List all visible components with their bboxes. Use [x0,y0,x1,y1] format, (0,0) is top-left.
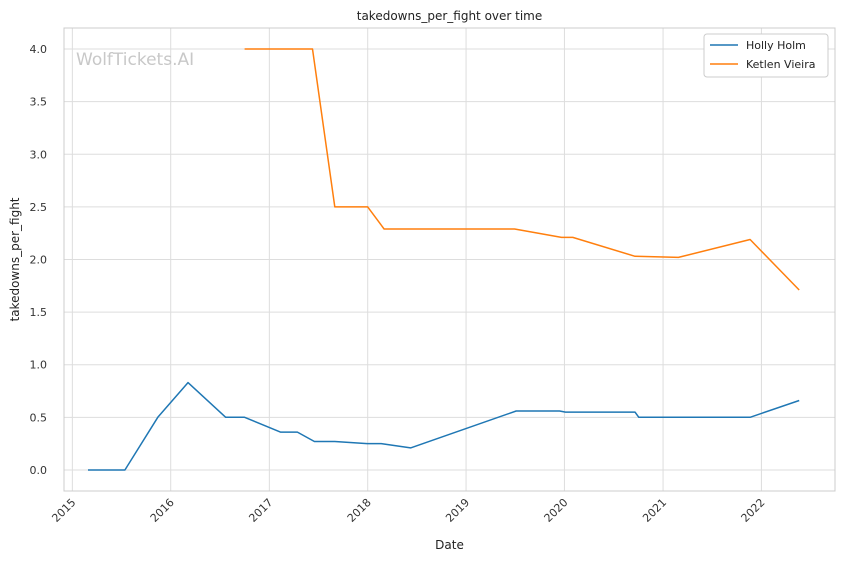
y-tick-label: 1.5 [30,306,48,319]
y-tick-label: 2.5 [30,201,48,214]
legend-label-holly-holm: Holly Holm [746,39,806,52]
legend-label-ketlen-vieira: Ketlen Vieira [746,58,815,71]
chart-title: takedowns_per_fight over time [357,9,543,23]
y-axis-label: takedowns_per_fight [8,197,22,321]
x-axis-label: Date [435,538,464,552]
y-tick-label: 0.5 [30,411,48,424]
grid-lines [64,28,835,491]
watermark-text: WolfTickets.AI [76,50,194,70]
y-tick-label: 2.0 [30,254,48,267]
series-line-holly-holm [88,381,800,471]
y-tick-label: 0.0 [30,464,48,477]
y-tick-label: 3.0 [30,148,48,161]
y-axis-ticks: 0.0 0.5 1.0 1.5 2.0 2.5 3.0 3.5 4.0 [30,43,48,477]
legend: Holly Holm Ketlen Vieira [703,33,829,78]
series-line-ketlen-vieira [244,48,800,291]
plot-frame [63,27,836,492]
y-tick-label: 1.0 [30,359,48,372]
series-layer [88,48,800,471]
y-tick-label: 3.5 [30,96,48,109]
y-tick-label: 4.0 [30,43,48,56]
